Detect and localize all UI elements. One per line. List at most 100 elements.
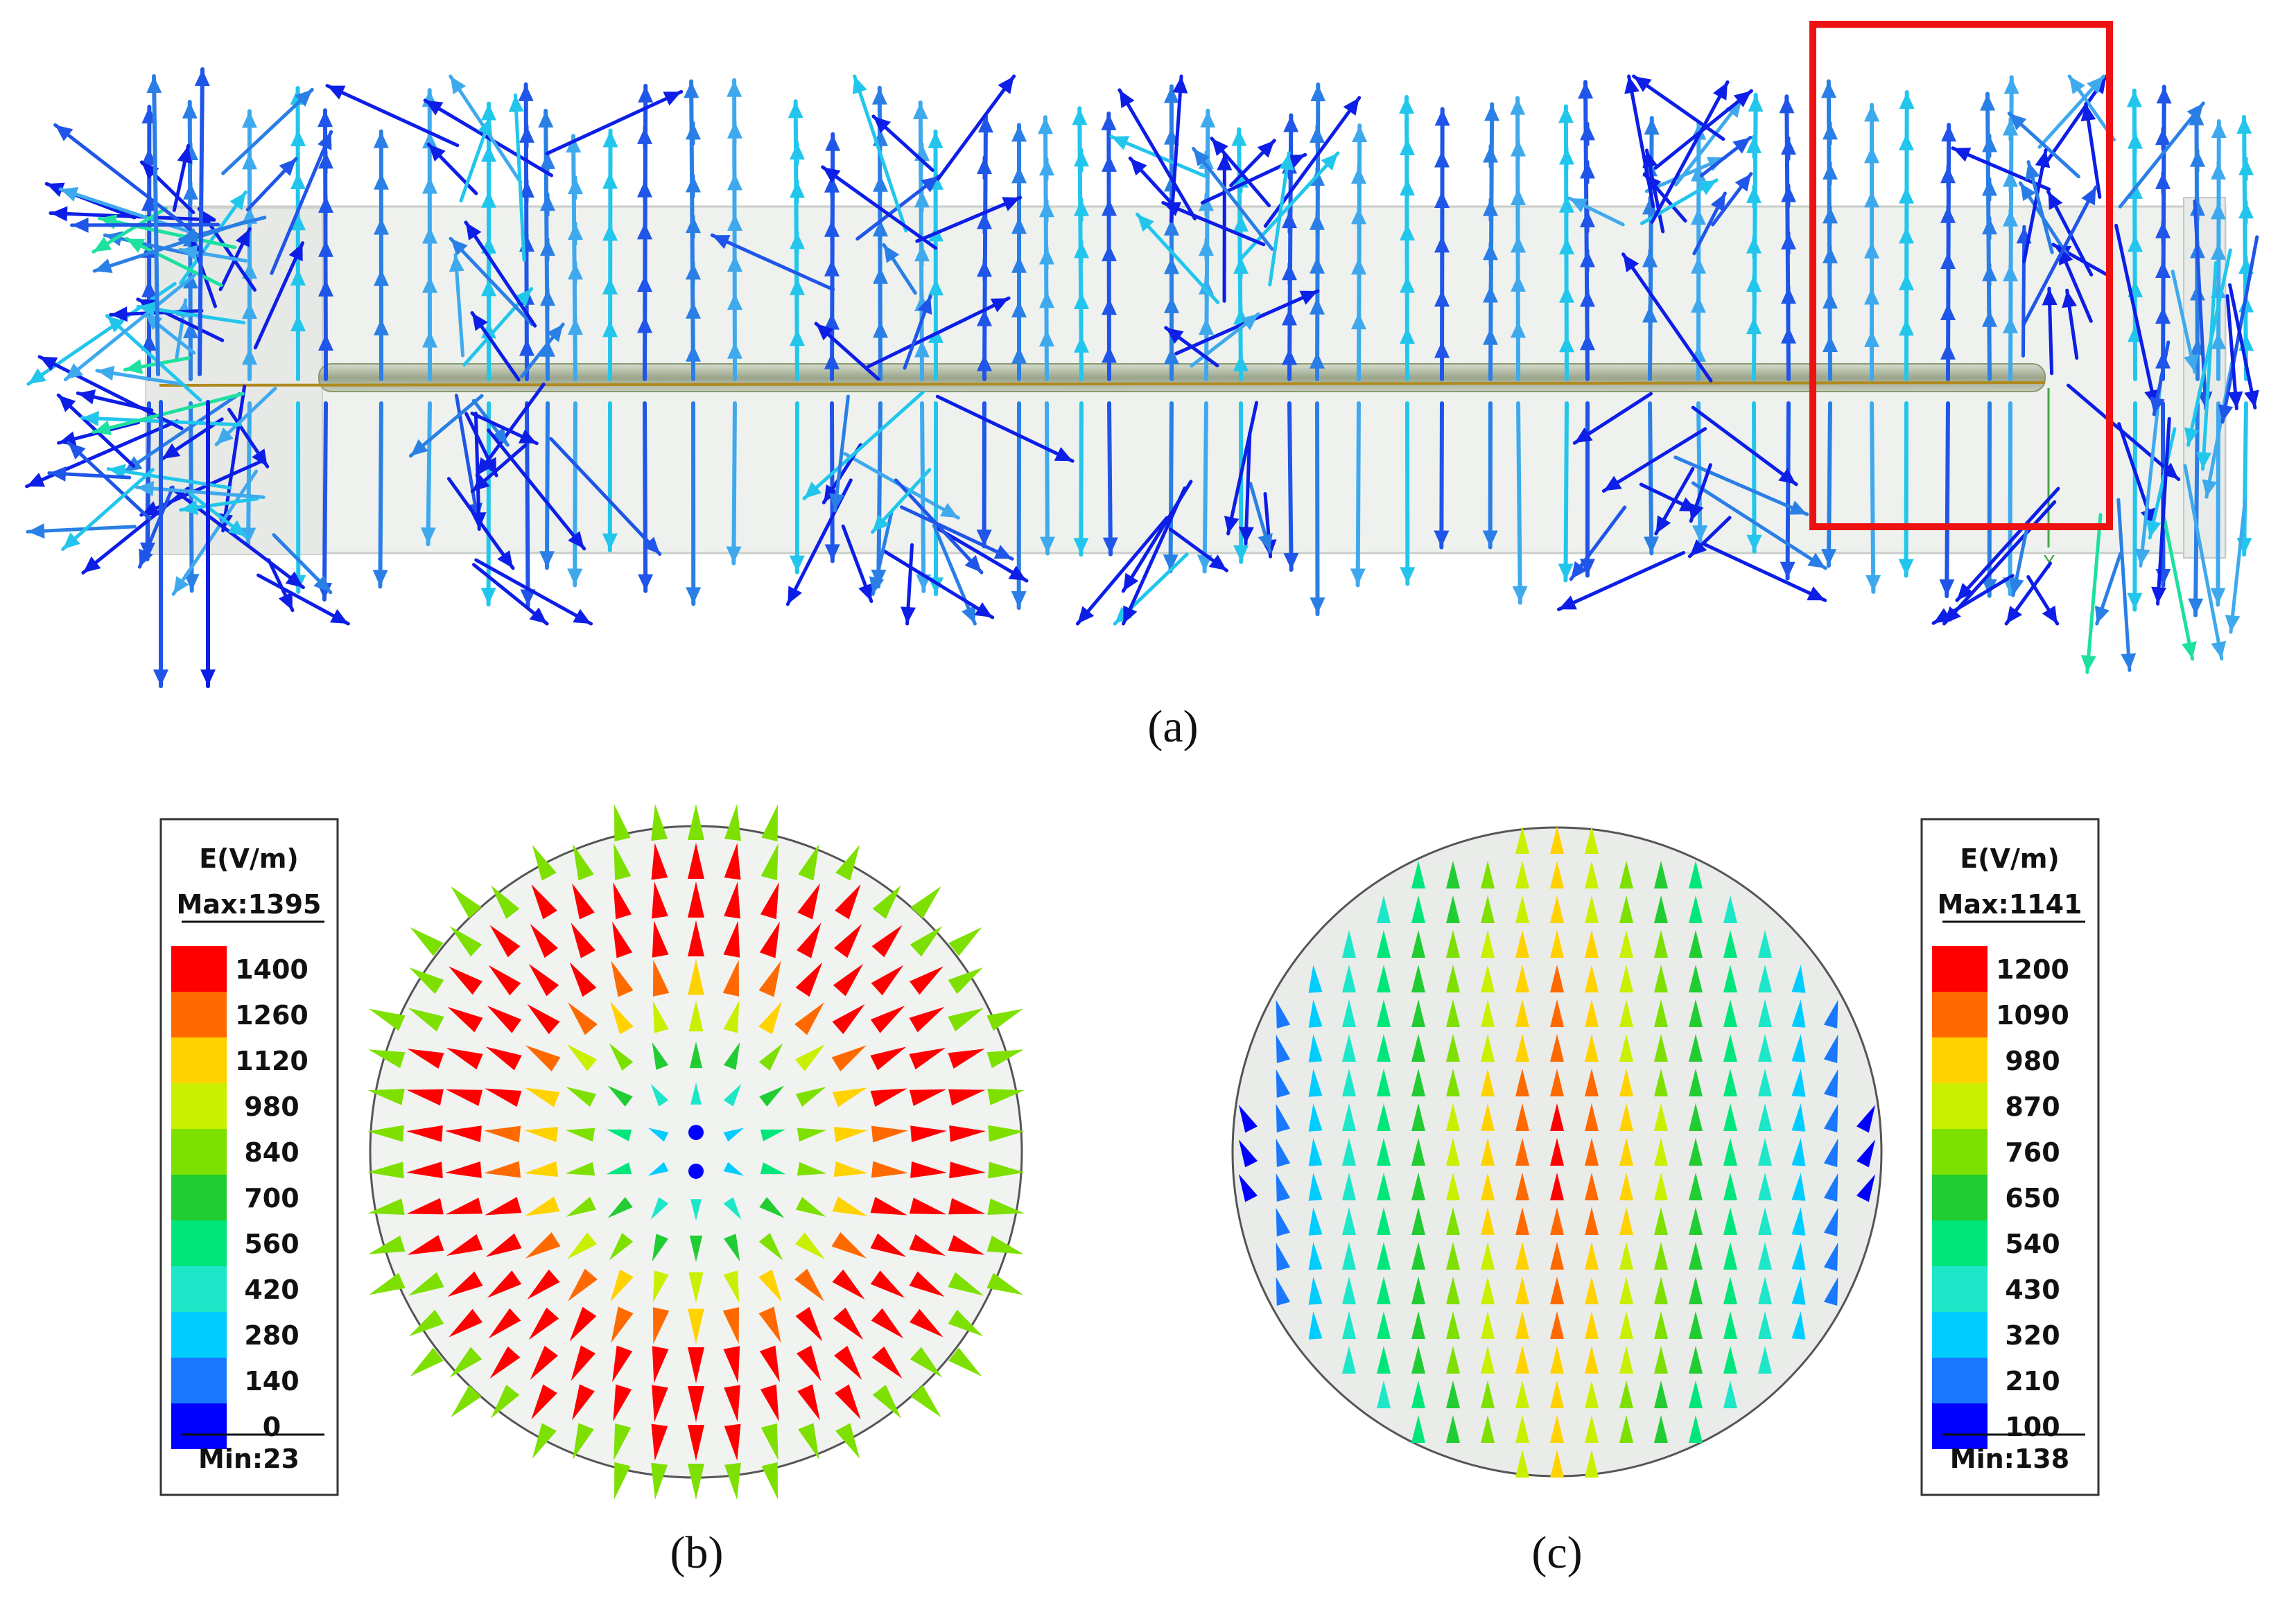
field-cone — [1619, 1069, 1633, 1096]
field-cone — [1723, 1069, 1737, 1096]
field-arrow-head — [2134, 548, 2150, 566]
field-arrow-shaft — [221, 385, 247, 533]
field-arrow-head — [637, 316, 652, 333]
field-cone — [485, 1046, 522, 1071]
field-arrow-head — [727, 293, 742, 310]
field-cone — [1585, 1415, 1599, 1443]
field-arrow-head — [2218, 404, 2234, 422]
field-arrow-head — [1233, 215, 1249, 232]
field-cone — [487, 1006, 522, 1033]
field-arrow-head — [977, 260, 992, 277]
field-arrow-head — [788, 101, 803, 119]
field-cone — [948, 927, 982, 956]
field-cone — [528, 1307, 559, 1340]
field-cone — [568, 1268, 598, 1302]
field-arrow-head — [1434, 150, 1450, 168]
field-arrow-head — [1137, 214, 1154, 232]
field-arrow-head — [2155, 307, 2171, 324]
field-cone — [760, 1384, 779, 1421]
field-arrow-head — [2202, 479, 2218, 498]
field-cone — [652, 1270, 669, 1303]
legend-swatch — [1932, 946, 1988, 992]
field-arrow-shaft — [935, 394, 1075, 463]
field-arrow-head — [2025, 161, 2040, 180]
field-arrow-head — [1899, 133, 1914, 150]
field-arrow-head — [153, 669, 168, 686]
field-cone — [568, 1002, 598, 1035]
field-cone — [1758, 1103, 1772, 1131]
field-arrow-head — [1558, 595, 1577, 610]
field-cone — [1791, 1034, 1806, 1062]
field-arrow-head — [78, 389, 96, 405]
field-cone — [910, 926, 943, 957]
field-cone — [1585, 1346, 1599, 1374]
legend-tick-label: 420 — [244, 1274, 299, 1305]
legend-swatch — [1932, 1358, 1988, 1403]
field-arrow-head — [2211, 163, 2226, 180]
field-cone — [445, 1125, 482, 1143]
field-cone — [1654, 1173, 1668, 1200]
field-cone — [831, 1232, 867, 1259]
field-cone — [688, 1000, 704, 1032]
field-cone — [565, 1162, 595, 1176]
field-cone — [1689, 930, 1703, 958]
field-arrow-shaft — [1752, 401, 1757, 554]
field-cone — [1481, 1207, 1495, 1235]
field-cone — [612, 921, 633, 958]
field-cone — [1823, 1207, 1838, 1236]
field-arrow-shaft — [513, 93, 526, 262]
field-cone — [833, 1126, 868, 1143]
field-cone — [794, 1002, 824, 1035]
field-arrow-head — [1400, 179, 1415, 196]
field-arrow-shaft — [1601, 427, 1707, 493]
field-arrow-head — [1746, 317, 1762, 335]
legend-b-title: E(V/m) — [199, 843, 299, 874]
field-arrow-head — [686, 263, 701, 280]
field-cone — [445, 1161, 482, 1178]
field-cone — [1238, 1139, 1258, 1168]
field-cone — [797, 1345, 821, 1381]
field-cone — [1619, 965, 1633, 992]
field-arrow-head — [50, 206, 68, 222]
field-arrow-head — [2020, 183, 2036, 202]
field-cone — [530, 924, 558, 958]
field-cone — [797, 922, 821, 958]
field-cone — [1276, 1034, 1291, 1063]
legend-tick-label: 1090 — [1996, 1000, 2069, 1031]
field-arrow-head — [912, 102, 928, 120]
legend-swatch — [1932, 992, 1988, 1037]
field-arrow-head — [1193, 148, 1210, 167]
field-arrow-head — [790, 143, 805, 160]
field-arrow-head — [1283, 115, 1299, 132]
field-cone — [688, 882, 704, 918]
field-cone — [1550, 999, 1564, 1027]
field-cone — [1791, 1173, 1806, 1201]
field-arrow-head — [290, 268, 306, 286]
field-arrow-head — [1899, 273, 1914, 290]
field-arrow-head — [1941, 125, 1957, 142]
field-arrow-head — [1011, 256, 1027, 273]
field-arrow-head — [2128, 235, 2143, 252]
field-cone — [1377, 1277, 1391, 1304]
legend-c: E(V/m) Max:1141 1200 1090 980 870 760 650 540 4… — [1920, 818, 2100, 1496]
field-arrow-head — [637, 222, 652, 240]
field-arrow-head — [2126, 90, 2142, 107]
field-cone — [1515, 1450, 1529, 1478]
field-cone — [986, 1235, 1024, 1254]
field-arrow-shaft — [982, 114, 988, 381]
field-cone — [1723, 1277, 1737, 1304]
field-arrow-head — [1899, 91, 1915, 110]
field-arrow-head — [602, 533, 618, 550]
field-arrow-head — [1199, 239, 1214, 256]
field-cone — [909, 1271, 945, 1297]
field-cone — [870, 1088, 907, 1107]
field-arrow-head — [1781, 232, 1796, 249]
field-cone — [369, 1272, 406, 1295]
field-cone — [367, 1089, 405, 1105]
field-arrow-head — [901, 606, 916, 624]
field-arrow-head — [1864, 288, 1879, 305]
field-arrow-head — [428, 144, 446, 162]
field-arrow-head — [1165, 327, 1184, 344]
field-cone — [1481, 1103, 1495, 1131]
